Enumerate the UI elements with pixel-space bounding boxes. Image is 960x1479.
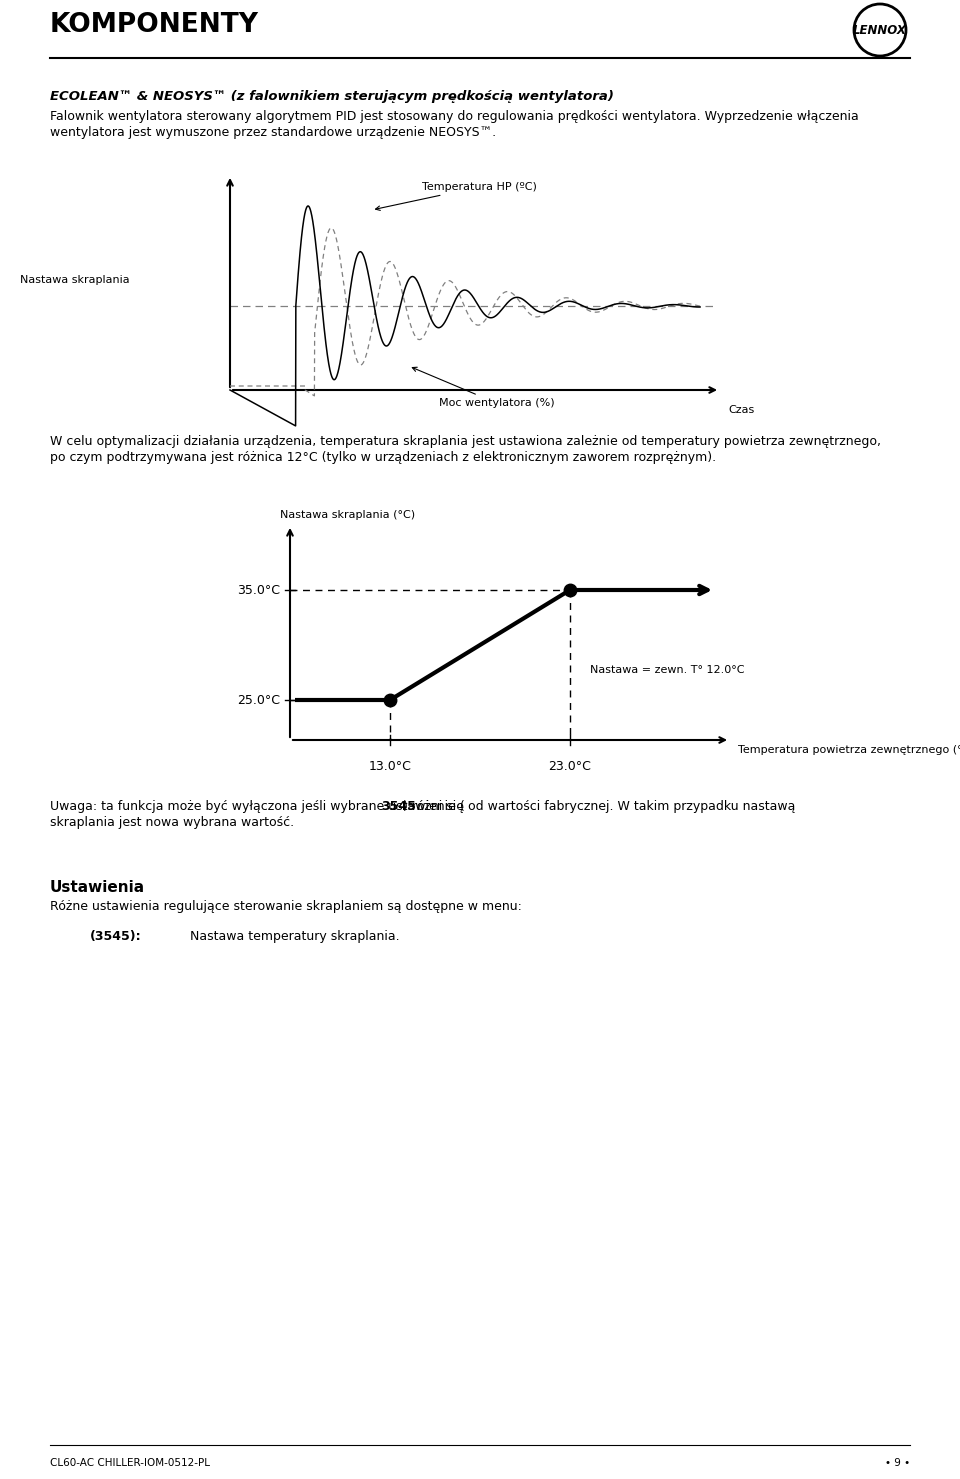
Text: wentylatora jest wymuszone przez standardowe urządzenie NEOSYS™.: wentylatora jest wymuszone przez standar… bbox=[50, 126, 496, 139]
Text: 13.0°C: 13.0°C bbox=[369, 760, 412, 774]
Text: LENNOX: LENNOX bbox=[853, 24, 907, 37]
Text: • 9 •: • 9 • bbox=[885, 1458, 910, 1469]
Text: 25.0°C: 25.0°C bbox=[237, 694, 280, 707]
Text: Falownik wentylatora sterowany algorytmem PID jest stosowany do regulowania pręd: Falownik wentylatora sterowany algorytme… bbox=[50, 109, 859, 123]
Text: Ustawienia: Ustawienia bbox=[50, 880, 145, 895]
Text: Temperatura HP (ºC): Temperatura HP (ºC) bbox=[375, 182, 537, 210]
Text: Moc wentylatora (%): Moc wentylatora (%) bbox=[412, 367, 554, 408]
Text: ) różni się od wartości fabrycznej. W takim przypadku nastawą: ) różni się od wartości fabrycznej. W ta… bbox=[403, 800, 795, 813]
Text: W celu optymalizacji działania urządzenia, temperatura skraplania jest ustawiona: W celu optymalizacji działania urządzeni… bbox=[50, 435, 881, 448]
Text: Nastawa skraplania (°C): Nastawa skraplania (°C) bbox=[280, 510, 415, 521]
Text: CL60-AC CHILLER-IOM-0512-PL: CL60-AC CHILLER-IOM-0512-PL bbox=[50, 1458, 210, 1469]
Text: Nastawa skraplania: Nastawa skraplania bbox=[20, 275, 130, 285]
Text: 3545: 3545 bbox=[381, 800, 416, 813]
Text: KOMPONENTY: KOMPONENTY bbox=[50, 12, 259, 38]
Text: Temperatura powietrza zewnętrznego (°C): Temperatura powietrza zewnętrznego (°C) bbox=[738, 745, 960, 754]
Text: 35.0°C: 35.0°C bbox=[237, 584, 280, 596]
Text: (3545):: (3545): bbox=[90, 930, 142, 944]
Text: 23.0°C: 23.0°C bbox=[548, 760, 591, 774]
Text: Nastawa temperatury skraplania.: Nastawa temperatury skraplania. bbox=[190, 930, 399, 944]
Text: Czas: Czas bbox=[728, 405, 755, 416]
Text: ECOLEAN™ & NEOSYS™ (z falownikiem sterującym prędkością wentylatora): ECOLEAN™ & NEOSYS™ (z falownikiem steruj… bbox=[50, 90, 613, 104]
Text: Uwaga: ta funkcja może być wyłączona jeśli wybrane ustawienie (: Uwaga: ta funkcja może być wyłączona jeś… bbox=[50, 800, 465, 813]
Text: po czym podtrzymywana jest różnica 12°C (tylko w urządzeniach z elektronicznym z: po czym podtrzymywana jest różnica 12°C … bbox=[50, 451, 716, 464]
Text: skraplania jest nowa wybrana wartość.: skraplania jest nowa wybrana wartość. bbox=[50, 816, 294, 830]
Text: Nastawa = zewn. T° 12.0°C: Nastawa = zewn. T° 12.0°C bbox=[590, 666, 745, 674]
Text: Różne ustawienia regulujące sterowanie skraplaniem są dostępne w menu:: Różne ustawienia regulujące sterowanie s… bbox=[50, 901, 522, 913]
